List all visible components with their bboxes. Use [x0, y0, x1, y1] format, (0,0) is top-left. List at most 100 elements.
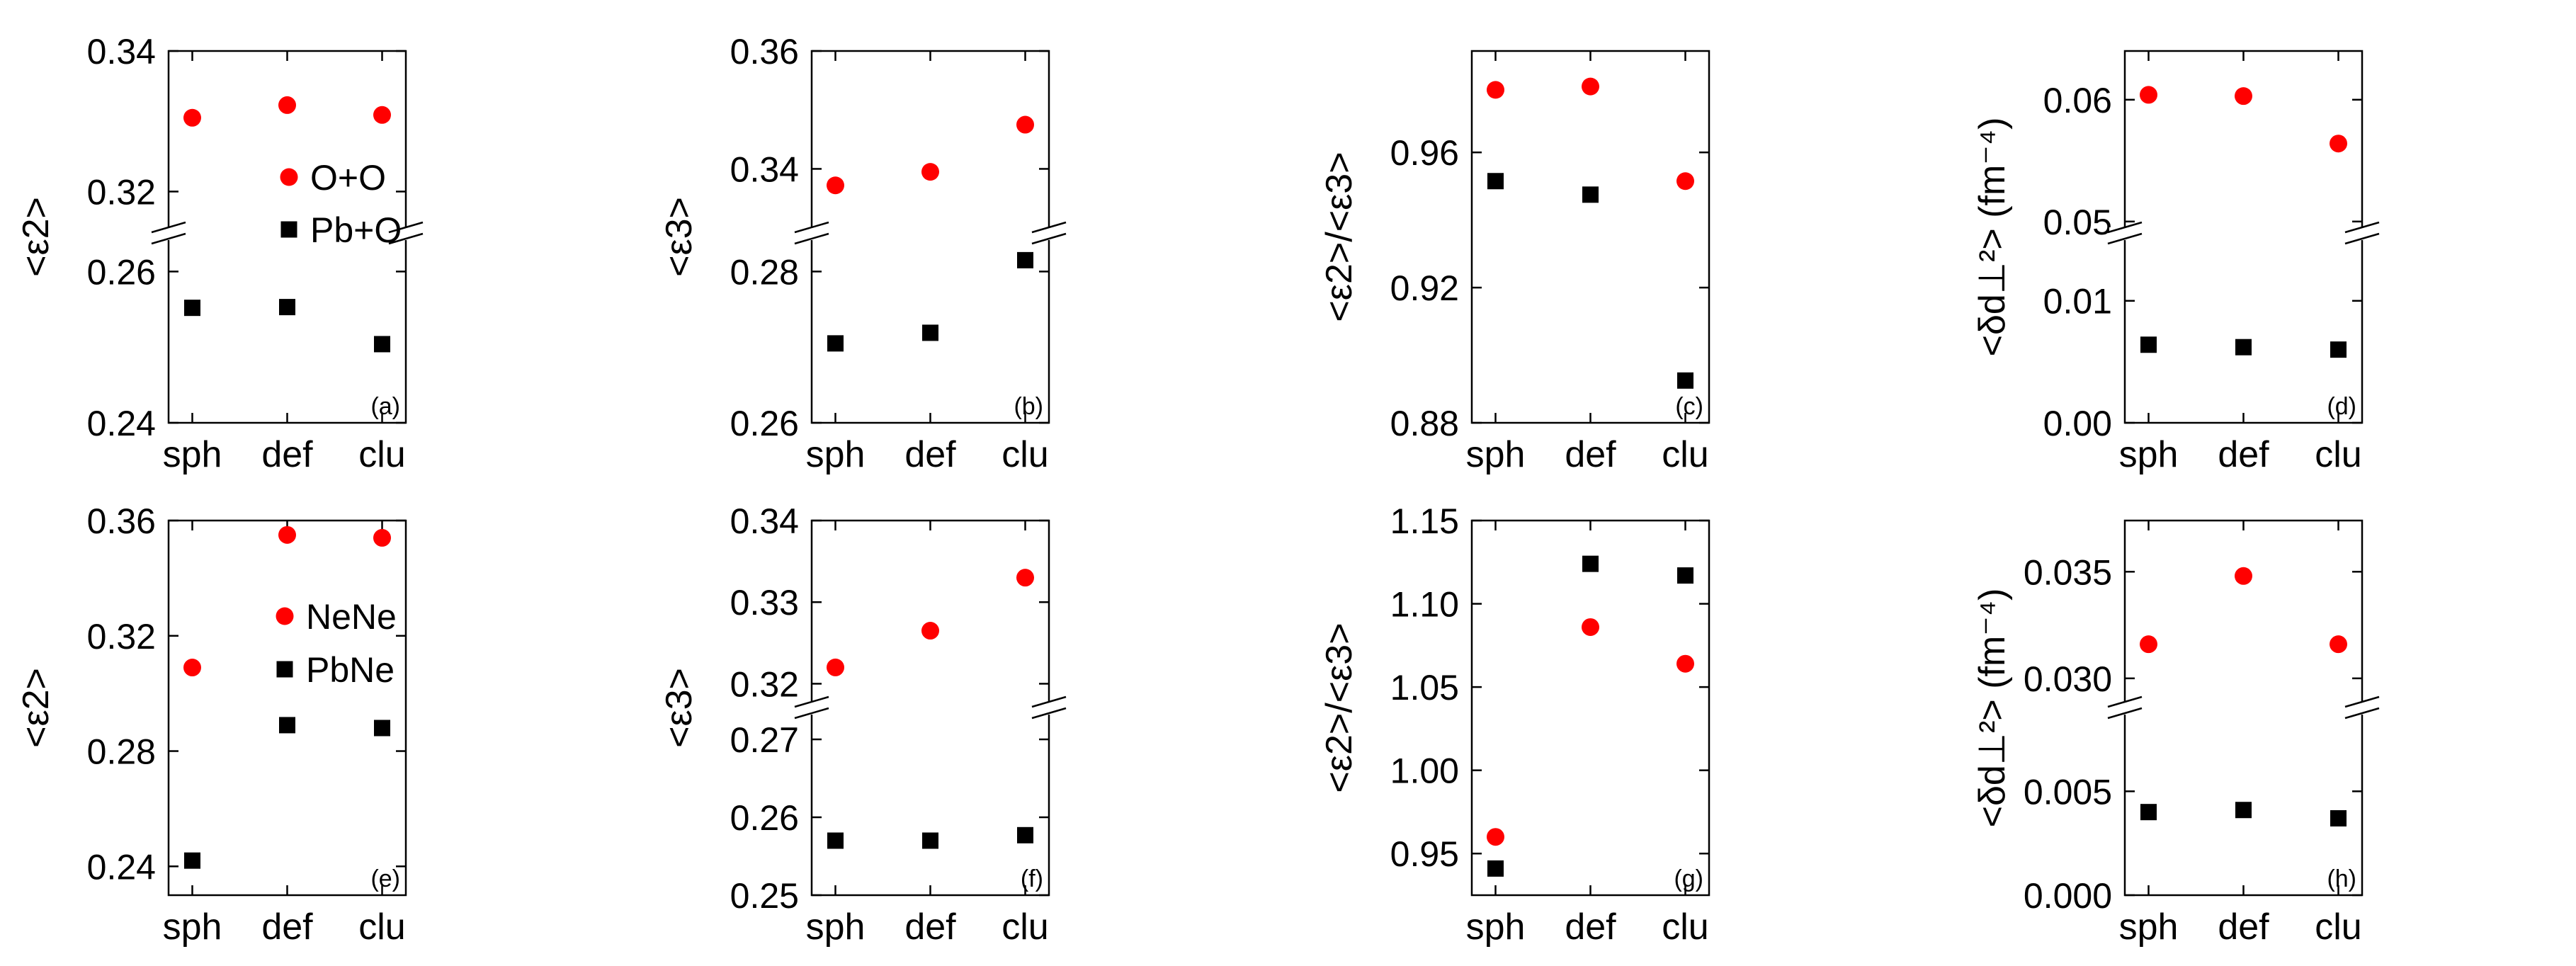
data-point-oo	[921, 163, 939, 181]
data-point-pbne	[1017, 826, 1033, 843]
axis-break-mark	[2107, 221, 2143, 234]
data-point-pbo	[1677, 372, 1693, 389]
panel-d: 0.00 0.01 0.05 0.06 sph def clu (d) <δd⊥²> (fm⁻⁴…	[1972, 50, 2380, 475]
data-point-pbo	[2140, 336, 2157, 353]
y-axis-label: <ε2>/<ε3>	[1319, 623, 1360, 792]
axis-break-mark	[1031, 232, 1067, 245]
panel-e: 0.24 0.28 0.32 0.36 sph def clu (e) <ε2> NeNe PbNe	[16, 501, 407, 948]
axis-break-mark	[2107, 707, 2143, 720]
panel-label: (e)	[370, 865, 400, 892]
data-point-oo	[827, 176, 844, 195]
data-point-nene	[1487, 828, 1504, 846]
panel-a: 0.24 0.26 0.32 0.34 sph def clu (a) <ε2> O+O Pb+O	[16, 32, 424, 475]
data-point-pbne	[922, 832, 938, 849]
data-point-oo	[2235, 87, 2252, 106]
x-tick-label-sph: sph	[163, 907, 222, 948]
y-tick-label: 0.95	[1390, 834, 1459, 874]
y-tick-label: 1.05	[1390, 668, 1459, 708]
axis-break-mark	[151, 221, 186, 234]
axis-break-mark	[2107, 695, 2143, 708]
y-tick-label: 0.26	[730, 798, 799, 838]
data-point-oo	[373, 106, 391, 124]
data-point-pbo	[922, 324, 938, 341]
data-point-pbo	[279, 299, 295, 316]
data-point-pbo	[1487, 173, 1504, 190]
panel-label: (f)	[1021, 865, 1043, 892]
data-point-nene	[278, 525, 296, 544]
y-tick-label: 0.36	[730, 32, 799, 72]
data-point-oo	[278, 96, 296, 114]
data-point-nene	[183, 659, 201, 677]
data-point-pbo	[2235, 339, 2252, 356]
legend-marker	[276, 661, 293, 678]
y-tick-label: 0.26	[730, 404, 799, 443]
panel-g: 0.95 1.00 1.05 1.10 1.15 sph def clu (g) <ε2>/<ε3…	[1319, 501, 1710, 948]
y-tick-label: 0.32	[87, 172, 156, 212]
y-tick-label: 0.26	[87, 252, 156, 292]
axis-break-mark	[1031, 695, 1067, 708]
y-axis-label: <ε2>	[16, 668, 57, 748]
data-point-pbne	[184, 852, 200, 869]
axis-break-mark	[1031, 221, 1067, 234]
y-tick-label: 0.92	[1390, 268, 1459, 308]
y-tick-label: 0.00	[2043, 404, 2112, 443]
panel-label: (c)	[1675, 393, 1703, 420]
legend-label: O+O	[310, 158, 386, 198]
data-point-nene	[2330, 635, 2347, 654]
x-tick-label-sph: sph	[806, 434, 866, 475]
axis-break-mark	[2344, 707, 2380, 720]
y-tick-label: 0.28	[87, 732, 156, 772]
y-tick-label: 0.32	[730, 664, 799, 704]
data-point-pbne	[2330, 809, 2347, 826]
x-tick-label-clu: clu	[358, 907, 405, 948]
data-point-oo	[1487, 81, 1504, 99]
data-point-pbne	[2140, 804, 2157, 821]
axis-break-mark	[794, 707, 829, 720]
legend-marker	[276, 607, 294, 625]
data-point-pbne	[374, 720, 390, 737]
x-tick-label-clu: clu	[2315, 434, 2361, 475]
axis-break-mark	[1031, 707, 1067, 720]
data-point-nene	[2140, 635, 2157, 654]
y-tick-label: 0.28	[730, 252, 799, 292]
y-tick-label: 0.34	[87, 32, 156, 72]
y-tick-label: 0.34	[730, 149, 799, 189]
panel-label: (d)	[2327, 393, 2356, 420]
y-tick-label: 0.25	[730, 876, 799, 916]
x-tick-label-clu: clu	[1002, 907, 1048, 948]
legend-label: NeNe	[306, 597, 397, 637]
panel-label: (a)	[370, 393, 400, 420]
y-tick-label: 0.030	[2024, 659, 2112, 699]
plot-frame	[2123, 50, 2364, 424]
y-tick-label: 0.035	[2024, 552, 2112, 592]
panel-b: 0.26 0.28 0.34 0.36 sph def clu (b) <ε3>	[659, 32, 1067, 475]
y-tick-label: 0.24	[87, 847, 156, 887]
x-tick-label-sph: sph	[163, 434, 222, 475]
x-tick-label-def: def	[904, 907, 956, 948]
data-point-pbo	[1017, 251, 1033, 268]
data-point-pbne	[2235, 802, 2252, 819]
legend-label: Pb+O	[310, 210, 402, 250]
x-tick-label-def: def	[261, 434, 313, 475]
data-point-oo	[183, 108, 201, 127]
axis-break-mark	[2344, 695, 2380, 708]
plot-frame	[1470, 50, 1710, 424]
data-point-pbne	[827, 832, 844, 849]
data-point-nene	[1582, 618, 1599, 636]
x-tick-label-clu: clu	[1662, 907, 1708, 948]
y-tick-label: 0.000	[2024, 876, 2112, 916]
data-point-oo	[2330, 135, 2347, 153]
axis-break-mark	[2344, 232, 2380, 245]
data-point-pbo	[827, 335, 844, 352]
data-point-oo	[1582, 77, 1599, 96]
y-tick-label: 0.01	[2043, 282, 2112, 322]
axis-break-mark	[794, 695, 829, 708]
data-point-nene	[1676, 654, 1694, 673]
y-axis-label: <ε3>	[659, 668, 700, 748]
x-tick-label-sph: sph	[1466, 907, 1526, 948]
panel-label: (h)	[2327, 865, 2356, 892]
plot-frame	[810, 50, 1050, 424]
y-tick-label: 0.32	[87, 617, 156, 657]
panel-label: (b)	[1014, 393, 1043, 420]
